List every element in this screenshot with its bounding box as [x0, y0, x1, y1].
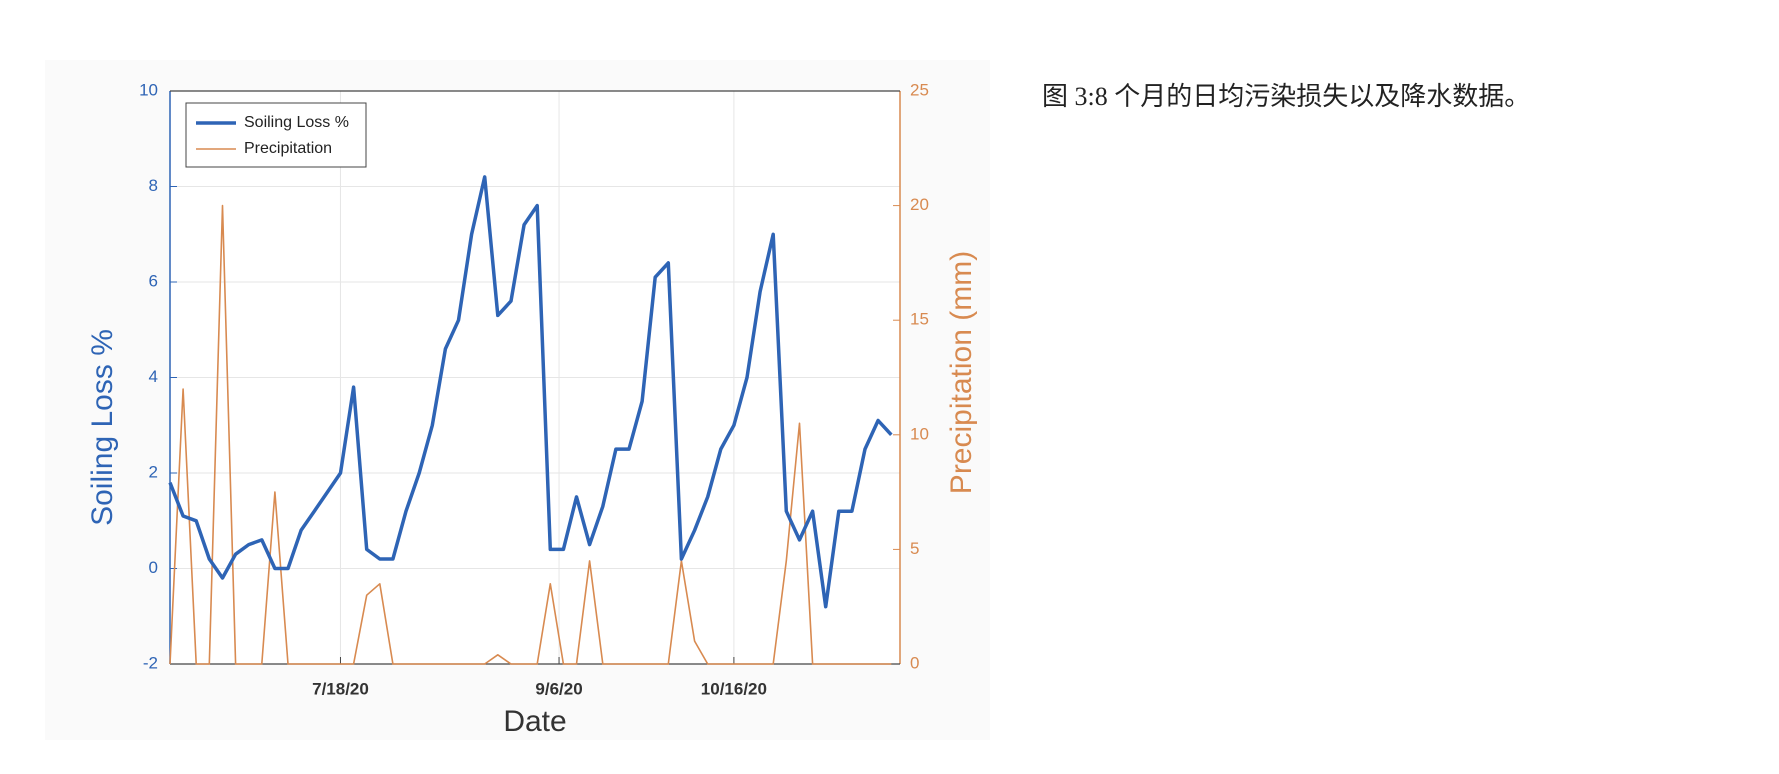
y-axis-label: Soiling Loss % [86, 329, 119, 526]
series-line [169, 204, 892, 665]
y2-tick-label: 5 [910, 539, 919, 558]
y2-tick-label: 10 [910, 424, 929, 443]
y-tick-label: 0 [149, 558, 158, 577]
y-tick-label: -2 [143, 653, 158, 672]
y2-tick-label: 20 [910, 195, 929, 214]
y2-tick-label: 15 [910, 310, 929, 329]
x-tick-label: 9/6/20 [535, 679, 582, 698]
series-line [168, 175, 893, 609]
y2-axis-label: Precipitation (mm) [945, 251, 978, 494]
legend-box [185, 102, 367, 168]
x-tick-label: 10/16/20 [701, 679, 767, 698]
legend-label: Soiling Loss % [244, 114, 349, 131]
x-tick-label: 7/18/20 [312, 679, 369, 698]
y-tick-label: 10 [139, 80, 158, 99]
legend-label: Precipitation [244, 140, 332, 157]
y-tick-label: 4 [149, 367, 158, 386]
x-axis-label: Date [503, 705, 566, 738]
y2-tick-label: 25 [910, 80, 929, 99]
caption: 图 3:8 个月的日均污染损失以及降水数据。 [1042, 82, 1530, 111]
y-tick-label: 6 [149, 271, 158, 290]
y2-tick-label: 0 [910, 653, 919, 672]
y-tick-label: 2 [149, 462, 158, 481]
y-tick-label: 8 [149, 176, 158, 195]
